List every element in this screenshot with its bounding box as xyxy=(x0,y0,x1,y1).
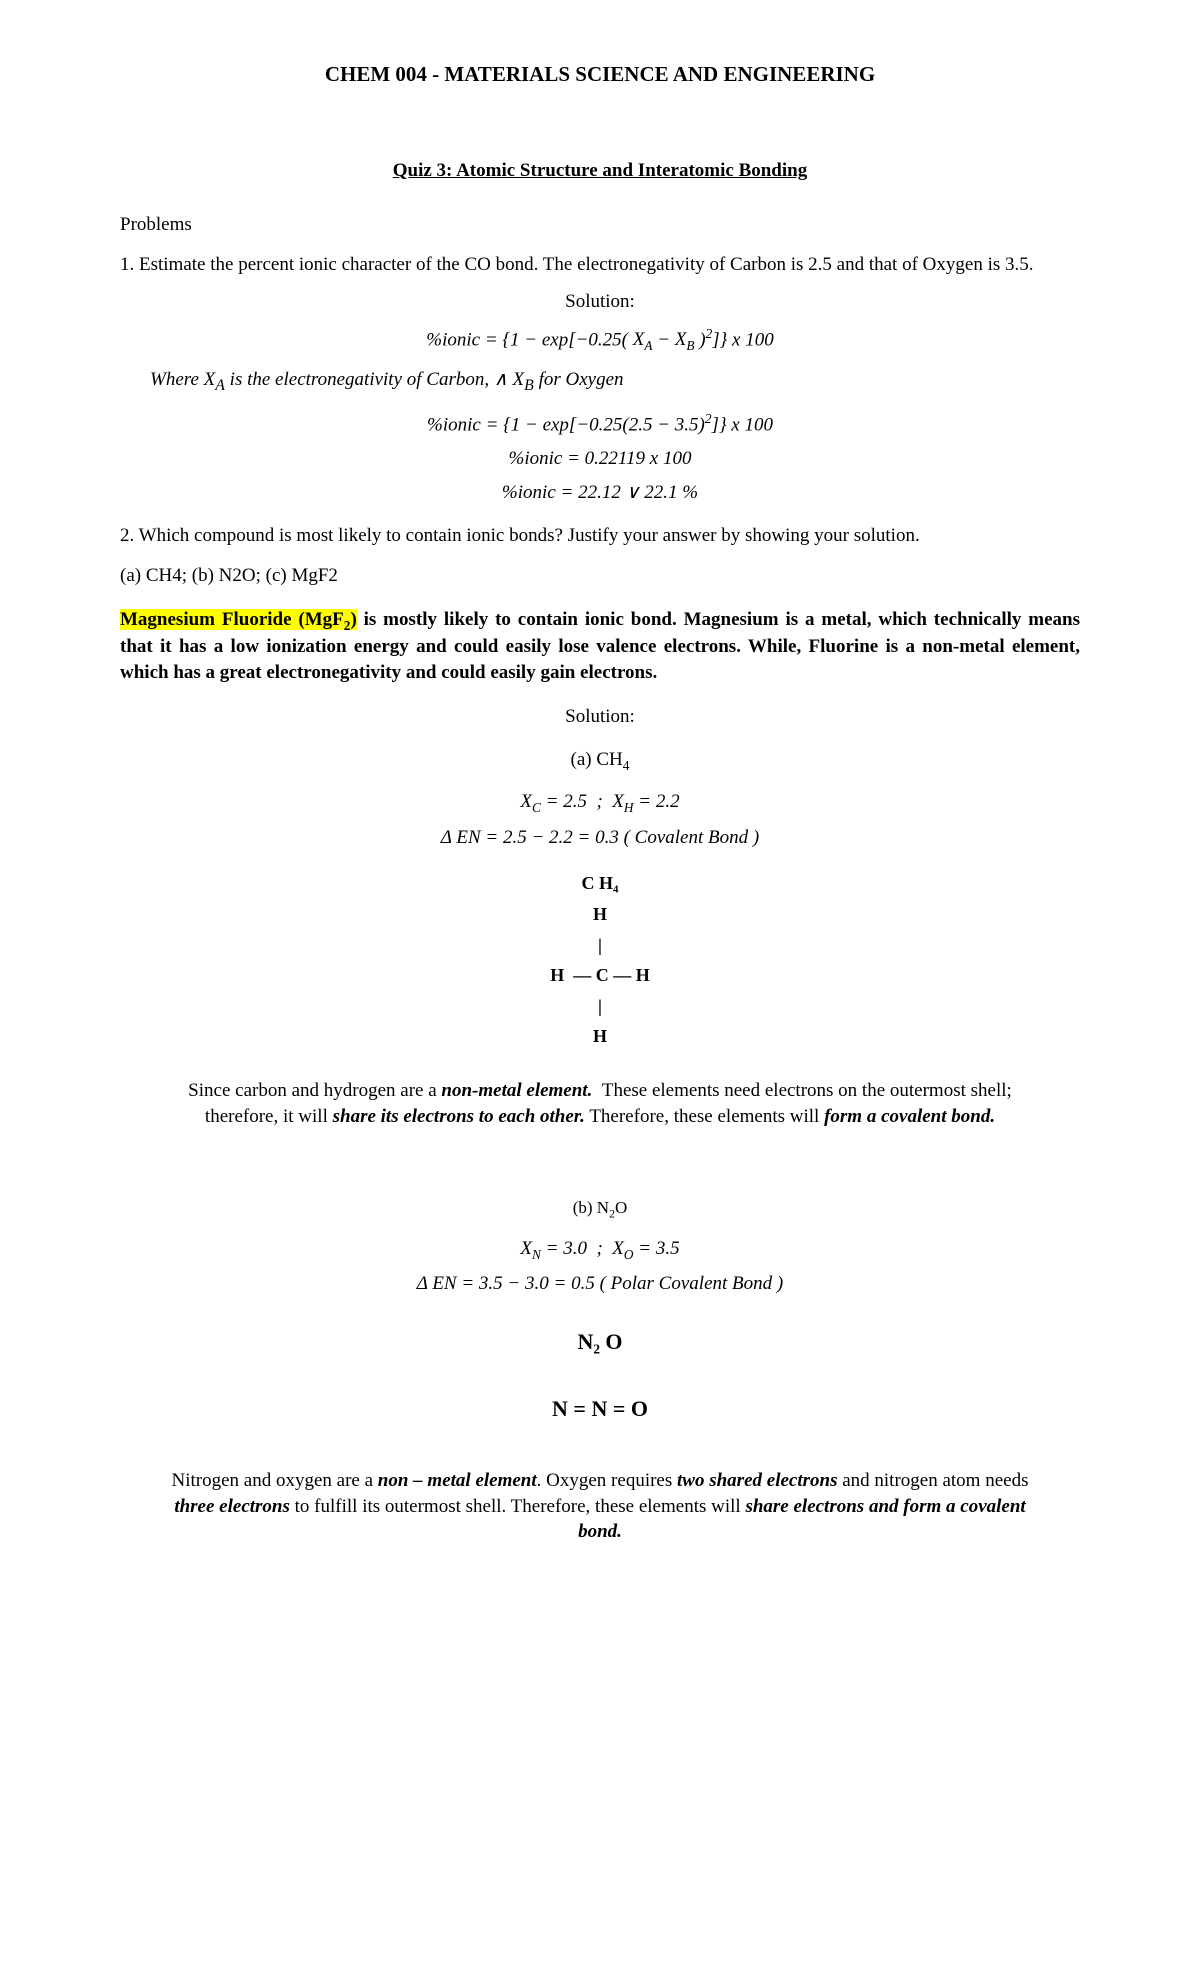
q2-text: 2. Which compound is most likely to cont… xyxy=(120,523,1080,549)
q2a-en: XC = 2.5 ; XH = 2.2 xyxy=(120,789,1080,817)
q2b-lewis-title: N₂ O xyxy=(120,1323,1080,1360)
q2a-lewis: C H₄ H | H — C — H | H xyxy=(120,868,1080,1052)
q2a-label: (a) CH4 xyxy=(120,747,1080,775)
quiz-title: Quiz 3: Atomic Structure and Interatomic… xyxy=(120,158,1080,184)
q2-options: (a) CH4; (b) N2O; (c) MgF2 xyxy=(120,563,1080,589)
q1-step2: %ionic = 0.22119 x 100 xyxy=(120,446,1080,472)
q1-where: Where XA is the electronegativity of Car… xyxy=(120,367,1080,396)
q2-answer: Magnesium Fluoride (MgF2) is mostly like… xyxy=(120,607,1080,686)
q2a-lewis-title: C H₄ xyxy=(120,868,1080,899)
q1-formula-generic: %ionic = {1 − exp[−0.25( XA − XB )2]} x … xyxy=(120,325,1080,355)
q1-text: 1. Estimate the percent ionic character … xyxy=(120,252,1080,278)
course-header: CHEM 004 - MATERIALS SCIENCE AND ENGINEE… xyxy=(120,60,1080,88)
q1-result: %ionic = 22.12 ∨ 22.1 % xyxy=(120,480,1080,506)
problems-label: Problems xyxy=(120,212,1080,238)
q2b-lewis-line: N = N = O xyxy=(120,1390,1080,1427)
q2b-explain: Nitrogen and oxygen are a non – metal el… xyxy=(160,1468,1040,1545)
q2-solution-label: Solution: xyxy=(120,704,1080,730)
q2-answer-highlight: Magnesium Fluoride (MgF2) xyxy=(120,609,357,630)
q1-solution-label: Solution: xyxy=(120,289,1080,315)
q2a-delta: Δ EN = 2.5 − 2.2 = 0.3 ( Covalent Bond ) xyxy=(120,825,1080,851)
q2b-label: (b) N2O xyxy=(120,1197,1080,1221)
q2b-en: XN = 3.0 ; XO = 3.5 xyxy=(120,1236,1080,1264)
q2b-delta: Δ EN = 3.5 − 3.0 = 0.5 ( Polar Covalent … xyxy=(120,1271,1080,1297)
q2a-explain: Since carbon and hydrogen are a non-meta… xyxy=(160,1078,1040,1129)
q1-formula-sub: %ionic = {1 − exp[−0.25(2.5 − 3.5)2]} x … xyxy=(120,410,1080,438)
